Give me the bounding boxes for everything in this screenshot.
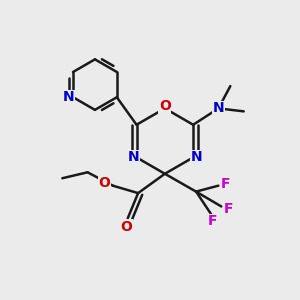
Text: N: N <box>190 150 202 164</box>
Text: O: O <box>99 176 110 190</box>
Text: F: F <box>208 214 217 228</box>
Text: O: O <box>120 220 132 234</box>
Text: N: N <box>213 101 224 116</box>
Text: F: F <box>224 202 233 216</box>
Text: F: F <box>221 177 230 191</box>
Text: N: N <box>128 150 140 164</box>
Text: N: N <box>63 90 74 104</box>
Text: O: O <box>159 99 171 113</box>
